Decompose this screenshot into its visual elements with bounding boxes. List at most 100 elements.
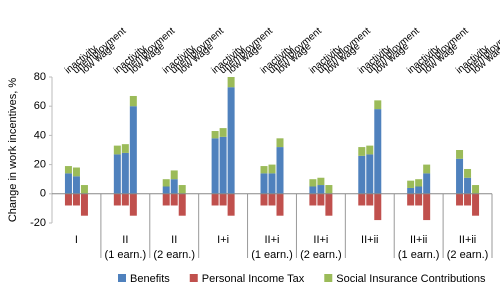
bar-segment xyxy=(162,179,170,187)
bar-segment xyxy=(129,193,137,216)
bar-segment xyxy=(162,193,170,206)
legend-swatch xyxy=(189,274,198,282)
bar-segment xyxy=(121,152,129,194)
bar-segment xyxy=(456,193,464,206)
bar-segment xyxy=(80,185,88,194)
bar-segment xyxy=(415,193,423,206)
bar-segment xyxy=(268,193,276,206)
bar-segment xyxy=(456,158,464,194)
bar-segment xyxy=(260,193,268,206)
bar-segment xyxy=(129,95,137,107)
x-tick-label: (1 earn.) xyxy=(398,249,440,261)
bar-segment xyxy=(211,138,219,194)
x-tick-label: (2 earn.) xyxy=(153,249,195,261)
bar-segment xyxy=(374,100,382,110)
y-tick-label: 80 xyxy=(34,71,46,83)
bar-segment xyxy=(366,193,374,206)
x-tick-label: (1 earn.) xyxy=(105,249,147,261)
x-tick-label: II+ii xyxy=(361,234,378,246)
bar-segment xyxy=(456,150,464,159)
legend-swatch xyxy=(324,274,333,282)
legend-label: Social Insurance Contributions xyxy=(336,273,486,285)
bar-segment xyxy=(276,147,284,194)
x-tick-label: II+i xyxy=(265,234,280,246)
bar-segment xyxy=(317,177,325,186)
bar-segment xyxy=(260,166,268,174)
bar-segment xyxy=(309,179,317,187)
bar-segment xyxy=(407,180,415,188)
bar-segment xyxy=(80,193,88,216)
bar-segment xyxy=(309,186,317,194)
x-tick-label: (2 earn.) xyxy=(447,249,489,261)
y-tick-label: 20 xyxy=(34,159,46,171)
bar-segment xyxy=(374,193,382,221)
bar-segment xyxy=(64,166,72,174)
bar-segment xyxy=(358,193,366,206)
bar-segment xyxy=(72,193,80,206)
bar-segment xyxy=(178,185,186,194)
bar-segment xyxy=(472,193,480,216)
bar-segment xyxy=(317,193,325,206)
bar-segment xyxy=(113,154,121,194)
bar-segment xyxy=(170,170,178,180)
bar-segment xyxy=(358,155,366,194)
y-tick-label: 60 xyxy=(34,100,46,112)
bar-segment xyxy=(423,193,431,221)
x-tick-label: II+ii xyxy=(410,234,427,246)
bar-segment xyxy=(423,164,431,174)
legend-label: Personal Income Tax xyxy=(202,273,305,285)
bar-segment xyxy=(276,193,284,216)
bar-segment xyxy=(464,168,472,178)
bar-segment xyxy=(260,173,268,194)
bar-segment xyxy=(178,193,186,216)
bar-segment xyxy=(407,193,415,206)
bar-segment xyxy=(64,193,72,206)
bar-segment xyxy=(268,173,276,194)
bar-segment xyxy=(374,109,382,194)
bar-segment xyxy=(268,164,276,174)
bar-segment xyxy=(276,138,284,148)
bar-segment xyxy=(170,179,178,194)
x-tick-label: I xyxy=(75,234,78,246)
bar-segment xyxy=(309,193,317,206)
bar-segment xyxy=(325,185,333,194)
bar-segment xyxy=(366,154,374,194)
bar-segment xyxy=(211,193,219,206)
bar-segment xyxy=(64,173,72,194)
bar-segment xyxy=(407,187,415,194)
bar-segment xyxy=(317,185,325,194)
bar-segment xyxy=(72,176,80,194)
x-tick-label: I+i xyxy=(217,234,229,246)
y-axis-label: Change in work incentives, % xyxy=(7,78,19,223)
bar-segment xyxy=(162,186,170,194)
bar-segment xyxy=(464,193,472,206)
legend-swatch xyxy=(118,274,126,282)
bar-segment xyxy=(325,193,333,216)
bar-segment xyxy=(227,77,235,88)
bar-segment xyxy=(170,193,178,206)
x-tick-label: II xyxy=(122,234,128,246)
legend-label: Benefits xyxy=(130,273,170,285)
bar-segment xyxy=(121,193,129,206)
bar-segment xyxy=(113,193,121,206)
bar-segment xyxy=(211,131,219,139)
bar-segment xyxy=(415,179,423,187)
bar-segment xyxy=(129,106,137,194)
x-tick-label: II+ii xyxy=(459,234,476,246)
bar-segment xyxy=(464,177,472,194)
bar-segment xyxy=(472,185,480,194)
x-tick-label: (2 earn.) xyxy=(300,249,342,261)
bar-segment xyxy=(219,136,227,194)
y-tick-label: 40 xyxy=(34,129,46,141)
bar-segment xyxy=(366,145,374,155)
x-tick-label: II+i xyxy=(313,234,328,246)
x-tick-label: II xyxy=(171,234,177,246)
bar-segment xyxy=(227,193,235,216)
bar-segment xyxy=(219,193,227,206)
bar-segment xyxy=(415,186,423,194)
bar-segment xyxy=(72,167,80,177)
bar-segment xyxy=(423,173,431,194)
bar-segment xyxy=(121,144,129,153)
bar-segment xyxy=(113,145,121,155)
